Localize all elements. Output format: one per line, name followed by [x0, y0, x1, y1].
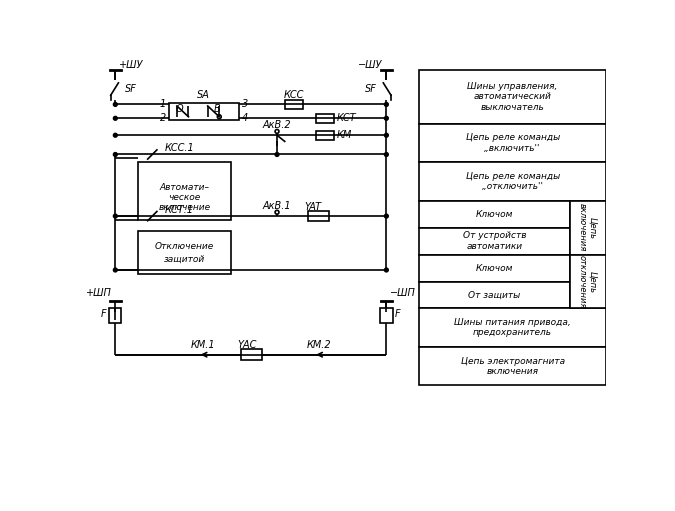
Text: В: В: [213, 104, 220, 114]
Circle shape: [113, 103, 117, 106]
Bar: [169, 103, 238, 120]
Text: −ШП: −ШП: [390, 288, 416, 298]
Bar: [419, 124, 605, 162]
Text: КМ.1: КМ.1: [191, 340, 215, 351]
Text: От защиты: От защиты: [468, 291, 520, 299]
Text: YАС: YАС: [238, 340, 257, 351]
Bar: [138, 162, 231, 220]
Text: включение: включение: [159, 203, 211, 212]
Text: Цепь
включения: Цепь включения: [578, 203, 597, 252]
Text: Отключение: Отключение: [155, 242, 214, 251]
Text: КСТ.1: КСТ.1: [165, 205, 194, 215]
Text: 4: 4: [242, 113, 248, 123]
Text: КСТ: КСТ: [337, 113, 356, 123]
Text: F: F: [101, 309, 107, 319]
Bar: [241, 350, 263, 360]
Text: Цепь
отключения: Цепь отключения: [578, 255, 597, 308]
Circle shape: [385, 103, 388, 106]
Text: КМ.2: КМ.2: [306, 340, 331, 351]
Bar: [109, 308, 122, 323]
Text: КСС.1: КСС.1: [165, 143, 194, 153]
Text: 1: 1: [160, 100, 166, 109]
Circle shape: [113, 214, 117, 218]
Bar: [308, 211, 329, 221]
Text: АкВ.1: АкВ.1: [263, 201, 292, 211]
Circle shape: [385, 268, 388, 272]
Circle shape: [385, 153, 388, 156]
Text: −ШУ: −ШУ: [358, 60, 383, 70]
Text: О: О: [176, 104, 183, 114]
Bar: [419, 347, 605, 385]
Text: SF: SF: [365, 84, 377, 94]
Bar: [419, 254, 570, 282]
Text: +ШУ: +ШУ: [119, 60, 144, 70]
Circle shape: [385, 214, 388, 218]
Text: SA: SA: [197, 90, 211, 100]
Text: От устройств
автоматики: От устройств автоматики: [463, 231, 526, 251]
Bar: [419, 309, 605, 347]
Circle shape: [275, 153, 279, 156]
Circle shape: [113, 268, 117, 272]
Bar: [419, 162, 605, 201]
Text: КМ: КМ: [337, 130, 352, 140]
Text: SF: SF: [125, 84, 136, 94]
Text: Автомати–: Автомати–: [159, 183, 210, 192]
Text: 3: 3: [242, 100, 248, 109]
Bar: [570, 254, 606, 309]
Text: КСС: КСС: [284, 90, 304, 100]
Circle shape: [113, 133, 117, 137]
Text: YAT: YAT: [304, 202, 322, 212]
Text: Цепь электромагнита
включения: Цепь электромагнита включения: [460, 357, 565, 376]
Bar: [315, 113, 334, 123]
Bar: [419, 201, 570, 227]
Text: F: F: [395, 309, 401, 319]
Text: Цепь реле команды
,,отключить'': Цепь реле команды ,,отключить'': [466, 172, 560, 191]
Text: 2: 2: [160, 113, 166, 123]
Bar: [570, 201, 606, 254]
Circle shape: [113, 117, 117, 120]
Bar: [419, 70, 605, 124]
Bar: [419, 282, 570, 309]
Bar: [285, 100, 303, 109]
Bar: [138, 231, 231, 274]
Circle shape: [113, 153, 117, 156]
Text: Шины питания привода,
предохранитель: Шины питания привода, предохранитель: [454, 318, 571, 337]
Text: АкВ.2: АкВ.2: [263, 120, 292, 130]
Text: +ШП: +ШП: [86, 288, 111, 298]
Text: ческое: ческое: [169, 193, 200, 202]
Text: Ключом: Ключом: [476, 264, 513, 272]
Text: Шины управления,
автоматический
выключатель: Шины управления, автоматический выключат…: [468, 82, 558, 111]
Text: защитой: защитой: [164, 254, 205, 263]
Bar: [315, 131, 334, 140]
Circle shape: [385, 133, 388, 137]
Bar: [380, 308, 393, 323]
Text: Ключом: Ключом: [476, 210, 513, 219]
Bar: [419, 227, 570, 254]
Text: Цепь реле команды
,,включить'': Цепь реле команды ,,включить'': [466, 133, 560, 153]
Circle shape: [385, 117, 388, 120]
